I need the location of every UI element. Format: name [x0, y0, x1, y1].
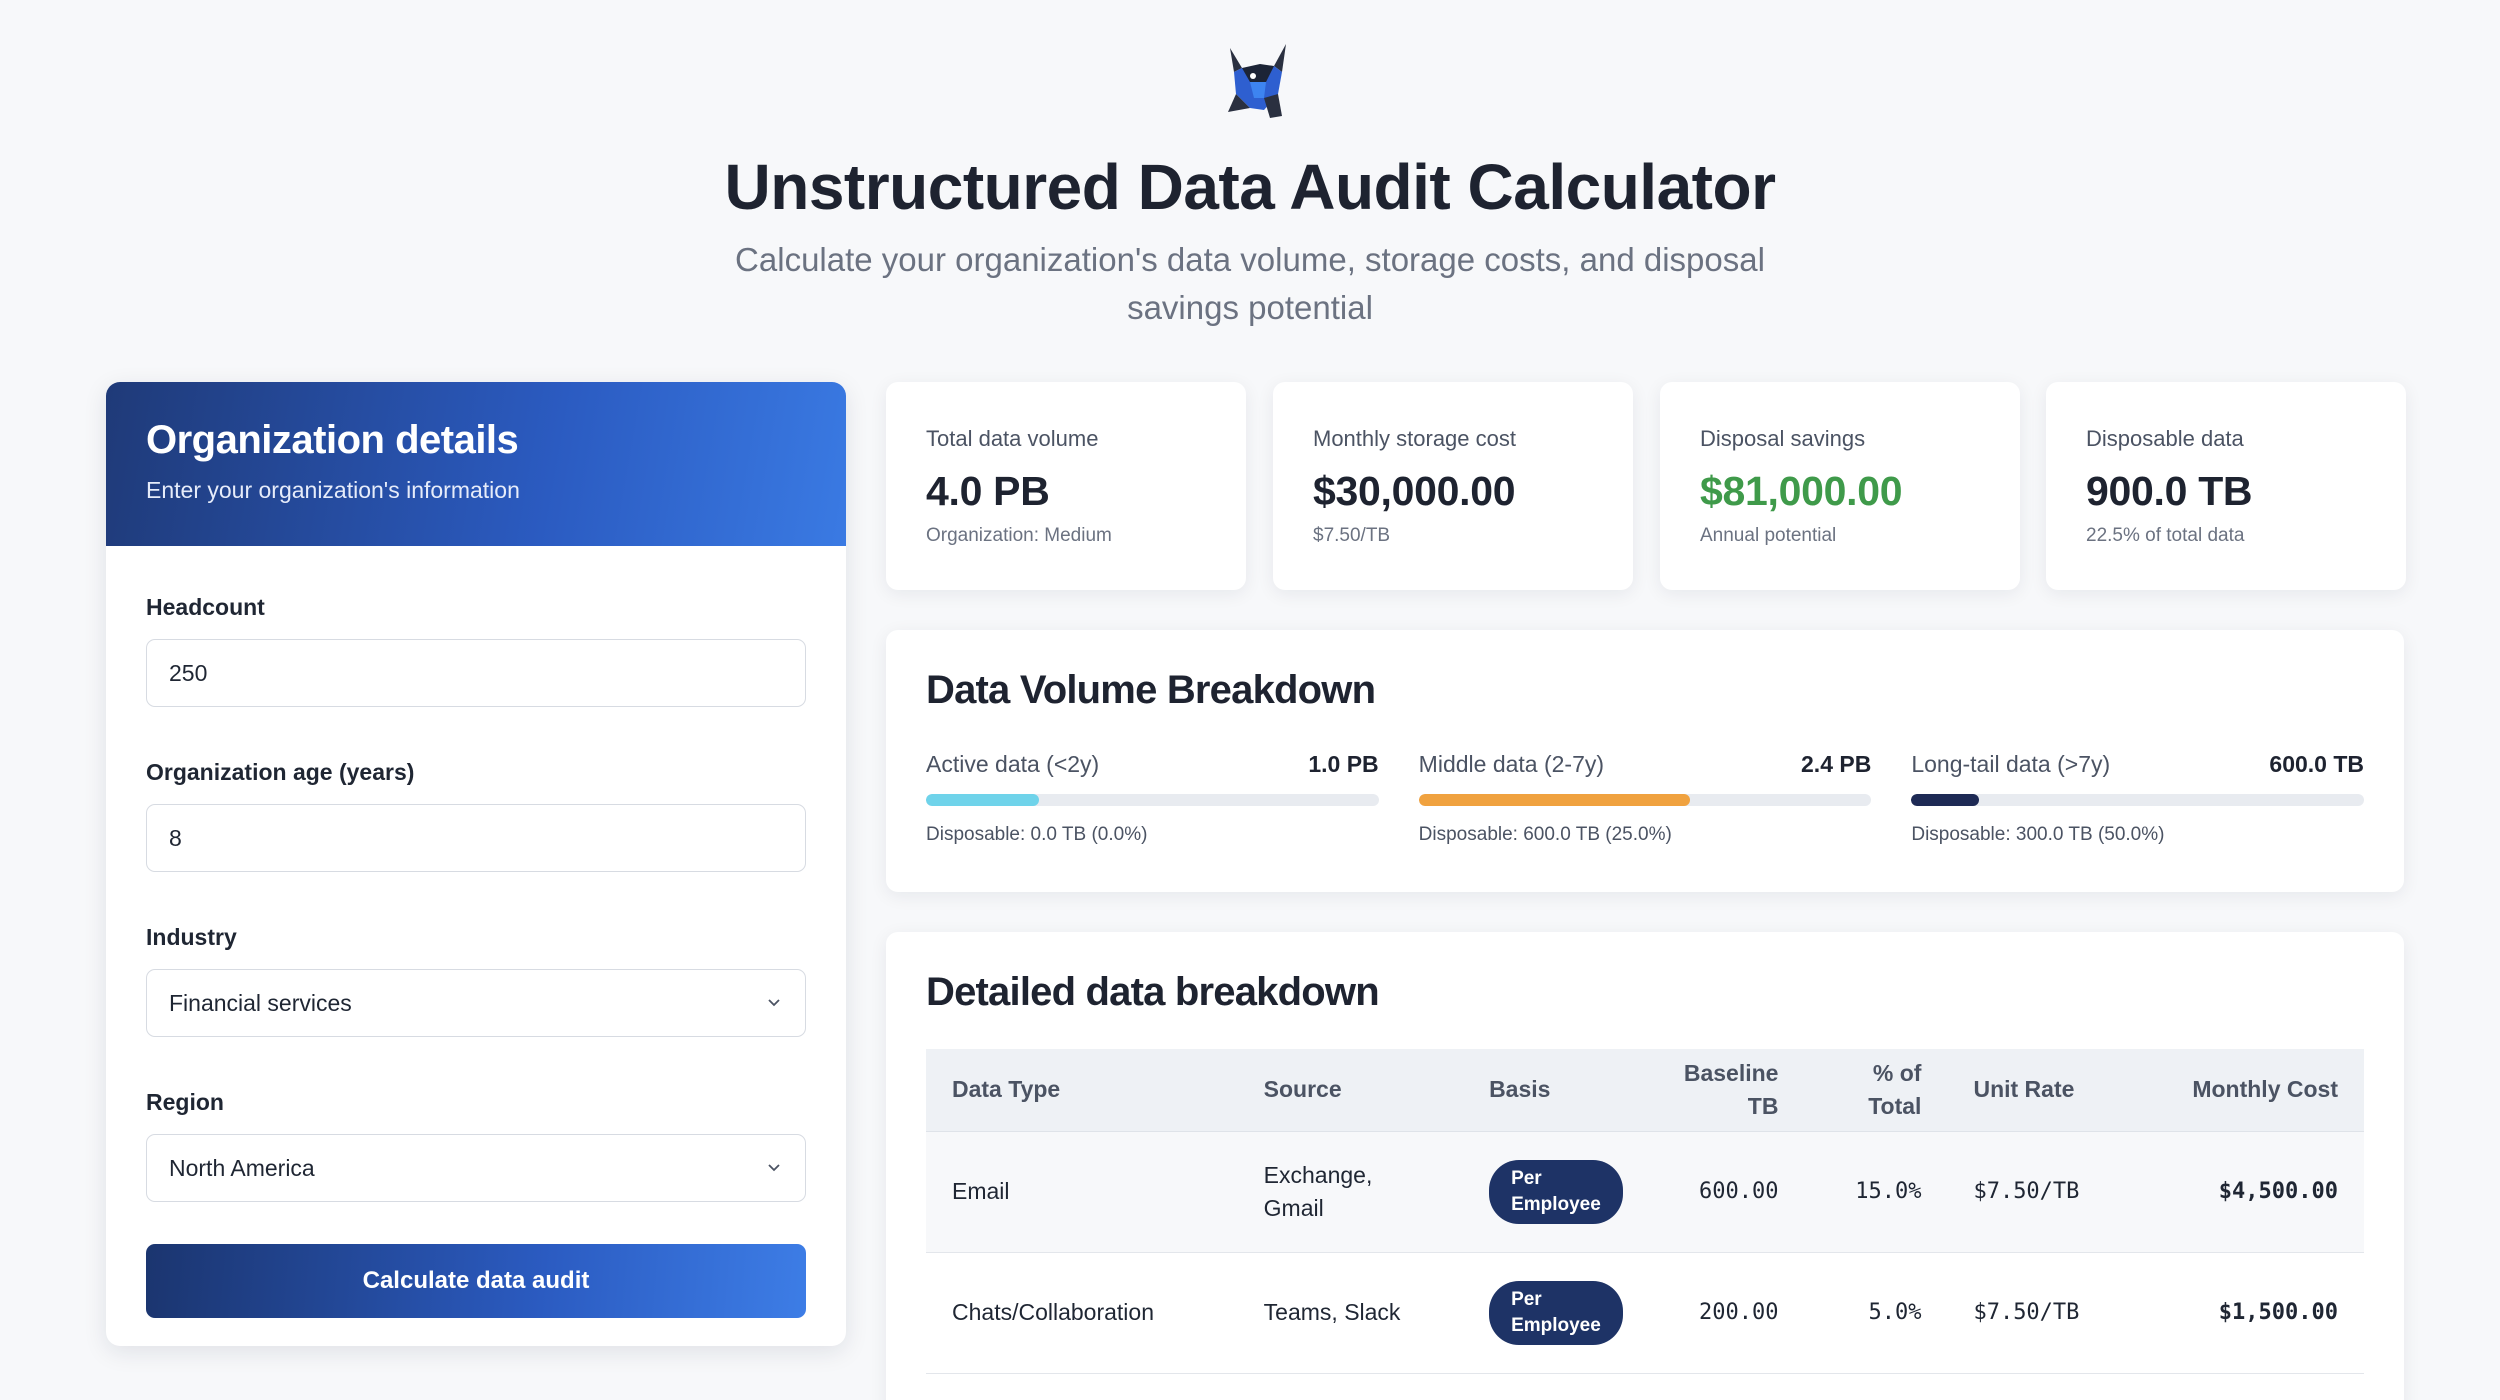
- stat-sub: 22.5% of total data: [2086, 525, 2245, 546]
- volume-amount: 600.0 TB: [2269, 751, 2365, 777]
- cell-rate: $7.50/TB: [1947, 1131, 2142, 1253]
- col-header-source[interactable]: Source: [1237, 1049, 1464, 1132]
- calculate-button[interactable]: Calculate data audit: [146, 1244, 806, 1318]
- basis-badge: Per Employee: [1489, 1280, 1623, 1345]
- panel-title: Organization details: [146, 418, 519, 462]
- volume-disposable: Disposable: 0.0 TB (0.0%): [926, 824, 1148, 845]
- cell-type: Email: [926, 1131, 1238, 1253]
- basis-badge: Per Employee: [1489, 1159, 1623, 1224]
- industry-label: Industry: [146, 924, 237, 950]
- cell-type: Chats/Collaboration: [926, 1252, 1238, 1374]
- col-header-percent-line2: Total: [1868, 1092, 1922, 1119]
- cell-rate: $7.50/TB: [1947, 1252, 2142, 1374]
- volume-amount: 2.4 PB: [1801, 751, 1872, 777]
- volume-name: Active data (<2y): [926, 751, 1100, 777]
- page-title: Unstructured Data Audit Calculator: [724, 151, 1776, 223]
- stat-value: 4.0 PB: [926, 468, 1050, 514]
- basis-badge-line2: Employee: [1511, 1193, 1601, 1215]
- region-select[interactable]: North America: [146, 1134, 806, 1202]
- stat-sub: $7.50/TB: [1313, 525, 1391, 546]
- panel-header: Organization details Enter your organiza…: [106, 382, 846, 546]
- volume-breakdown-title: Data Volume Breakdown: [926, 668, 1376, 712]
- cell-cost: $4,500.00: [2141, 1131, 2364, 1253]
- col-header-baseline-line1: Baseline: [1683, 1059, 1779, 1086]
- region-label: Region: [146, 1089, 224, 1115]
- org-age-value: 8: [169, 824, 182, 851]
- table-row: Chats/Collaboration Teams, Slack Per Empl…: [926, 1252, 2364, 1374]
- headcount-label: Headcount: [146, 594, 265, 620]
- chevron-down-icon: [768, 1164, 780, 1172]
- stat-value: $81,000.00: [1700, 468, 1903, 514]
- detail-table: Data Type Source Basis Baseline TB % of To…: [926, 1049, 2364, 1374]
- panel-subtitle: Enter your organization's information: [146, 477, 520, 503]
- stat-card-monthly-cost: Monthly storage cost $30,000.00 $7.50/TB: [1273, 382, 1633, 590]
- organization-details-panel: Organization details Enter your organiza…: [106, 382, 846, 1346]
- col-header-basis[interactable]: Basis: [1463, 1049, 1649, 1132]
- progress-fill: [1911, 794, 1980, 806]
- fox-logo-icon: [1228, 44, 1286, 118]
- col-header-cost[interactable]: Monthly Cost: [2141, 1049, 2364, 1132]
- stat-card-disposable-data: Disposable data 900.0 TB 22.5% of total …: [2046, 382, 2406, 590]
- progress-fill: [926, 794, 1040, 806]
- cell-basis: Per Employee: [1463, 1252, 1649, 1374]
- region-value: North America: [169, 1154, 315, 1181]
- col-header-baseline-line2: TB: [1747, 1092, 1779, 1119]
- volume-item-long-tail: Long-tail data (>7y) 600.0 TB Disposable…: [1911, 751, 2365, 846]
- volume-amount: 1.0 PB: [1308, 751, 1379, 777]
- col-header-percent-line1: % of: [1872, 1059, 1922, 1086]
- stat-sub: Organization: Medium: [926, 525, 1112, 546]
- cell-cost: $1,500.00: [2141, 1252, 2364, 1374]
- progress-track: [1418, 794, 1872, 806]
- stat-card-total-volume: Total data volume 4.0 PB Organization: M…: [886, 382, 1246, 590]
- stat-label: Total data volume: [926, 426, 1099, 451]
- headcount-value: 250: [169, 659, 208, 686]
- volume-name: Long-tail data (>7y): [1911, 751, 2111, 777]
- cell-source: Exchange, Gmail: [1237, 1131, 1464, 1253]
- stat-card-disposal-savings: Disposal savings $81,000.00 Annual poten…: [1660, 382, 2020, 590]
- basis-badge-line1: Per: [1511, 1288, 1542, 1310]
- progress-track: [1911, 794, 2365, 806]
- basis-badge-line2: Employee: [1511, 1314, 1601, 1336]
- progress-track: [926, 794, 1379, 806]
- col-header-baseline[interactable]: Baseline TB: [1648, 1049, 1805, 1132]
- progress-fill: [1418, 794, 1691, 806]
- cell-baseline: 200.00: [1648, 1252, 1805, 1374]
- col-header-type[interactable]: Data Type: [926, 1049, 1238, 1132]
- cell-baseline: 600.00: [1648, 1131, 1805, 1253]
- stat-value: $30,000.00: [1313, 468, 1516, 514]
- volume-disposable: Disposable: 600.0 TB (25.0%): [1418, 824, 1672, 845]
- col-header-percent[interactable]: % of Total: [1804, 1049, 1948, 1132]
- stat-label: Disposal savings: [1700, 426, 1866, 451]
- volume-name: Middle data (2-7y): [1418, 751, 1605, 777]
- table-row: Email Exchange, Gmail Per Employee 600.00 …: [926, 1131, 2364, 1253]
- page-subtitle: Calculate your organization's data volum…: [735, 241, 1765, 326]
- basis-badge-line1: Per: [1511, 1167, 1542, 1189]
- detailed-breakdown-title: Detailed data breakdown: [926, 970, 1380, 1014]
- stat-sub: Annual potential: [1700, 525, 1837, 546]
- stat-label: Monthly storage cost: [1313, 426, 1516, 451]
- chevron-down-icon: [768, 999, 780, 1007]
- industry-value: Financial services: [169, 989, 352, 1016]
- volume-disposable: Disposable: 300.0 TB (50.0%): [1911, 824, 2165, 845]
- org-age-label: Organization age (years): [146, 759, 415, 785]
- cell-percent: 15.0%: [1804, 1131, 1948, 1253]
- org-age-input[interactable]: 8: [146, 804, 806, 872]
- stat-label: Disposable data: [2086, 426, 2244, 451]
- detailed-breakdown-card: Detailed data breakdown Data Type Source…: [886, 932, 2404, 1400]
- volume-item-middle: Middle data (2-7y) 2.4 PB Disposable: 60…: [1418, 751, 1872, 846]
- industry-select[interactable]: Financial services: [146, 969, 806, 1037]
- col-header-rate[interactable]: Unit Rate: [1947, 1049, 2142, 1132]
- cell-source-line2: Gmail: [1263, 1194, 1324, 1221]
- stat-value: 900.0 TB: [2086, 468, 2253, 514]
- volume-breakdown-card: Data Volume Breakdown Active data (<2y) …: [886, 630, 2404, 892]
- volume-item-active: Active data (<2y) 1.0 PB Disposable: 0.0…: [926, 751, 1379, 846]
- table-header-row: Data Type Source Basis Baseline TB % of To…: [926, 1049, 2364, 1132]
- cell-source: Teams, Slack: [1237, 1252, 1464, 1374]
- cell-basis: Per Employee: [1463, 1131, 1649, 1253]
- headcount-input[interactable]: 250: [146, 639, 806, 707]
- cell-source-line1: Exchange,: [1263, 1161, 1373, 1188]
- cell-percent: 5.0%: [1804, 1252, 1948, 1374]
